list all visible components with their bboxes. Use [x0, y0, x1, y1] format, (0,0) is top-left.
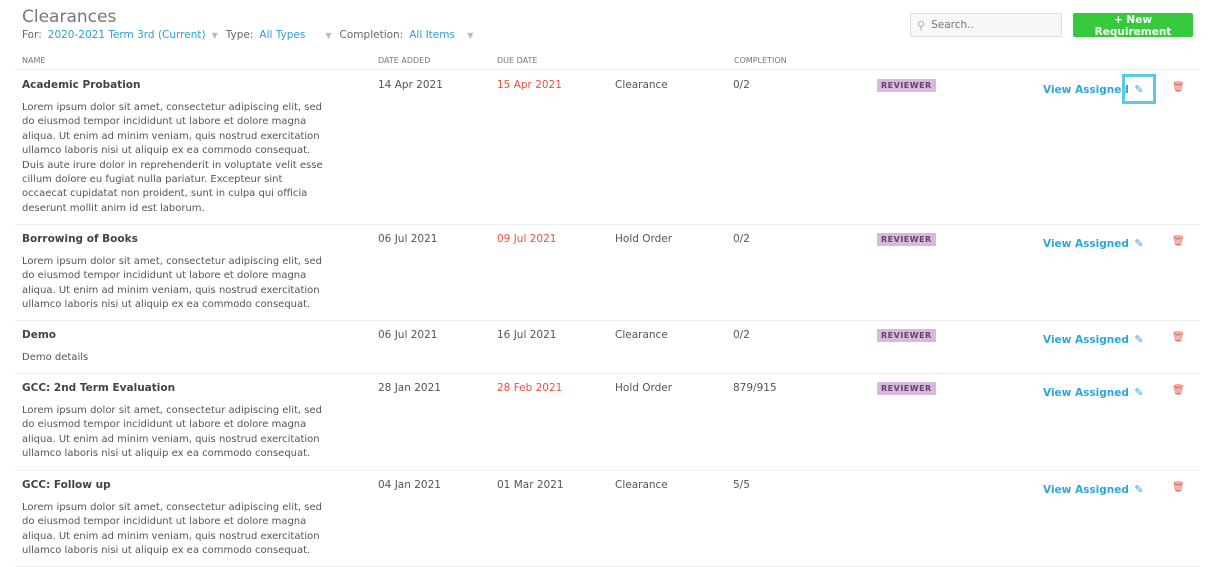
requirement-type: Hold Order	[615, 382, 673, 394]
type-filter[interactable]: All Types	[259, 29, 306, 41]
col-completion: COMPLETION	[734, 56, 787, 65]
view-assigned-link[interactable]: View Assigned	[1043, 84, 1129, 96]
header-divider	[15, 69, 1200, 70]
new-requirement-button[interactable]: + New Requirement	[1073, 13, 1193, 38]
edit-pencil-icon[interactable]: ✎	[1134, 332, 1144, 346]
due-date: 16 Jul 2021	[497, 329, 557, 341]
requirement-type: Clearance	[615, 329, 668, 341]
requirement-type: Hold Order	[615, 233, 673, 245]
requirement-name: Demo	[22, 329, 56, 341]
col-name: NAME	[22, 56, 46, 65]
date-added: 28 Jan 2021	[378, 382, 441, 394]
completion-filter[interactable]: All Items	[409, 29, 455, 41]
delete-trash-icon[interactable]: 🗑	[1172, 482, 1185, 493]
filters-bar: For: 2020-2021 Term 3rd (Current) ▼ Type:…	[22, 29, 481, 41]
search-box[interactable]: ⚲	[910, 13, 1062, 37]
completion-count: 5/5	[733, 479, 750, 491]
view-assigned-link[interactable]: View Assigned	[1043, 387, 1129, 399]
completion-count: 0/2	[733, 233, 750, 245]
completion-label: Completion:	[339, 29, 404, 41]
requirement-name: Academic Probation	[22, 79, 141, 91]
completion-count: 879/915	[733, 382, 777, 394]
completion-count: 0/2	[733, 79, 750, 91]
delete-trash-icon[interactable]: 🗑	[1172, 332, 1185, 343]
page-title: Clearances	[22, 7, 117, 27]
delete-trash-icon[interactable]: 🗑	[1172, 385, 1185, 396]
caret-down-icon[interactable]: ▼	[211, 30, 218, 40]
date-added: 06 Jul 2021	[378, 329, 438, 341]
delete-trash-icon[interactable]: 🗑	[1172, 82, 1185, 93]
date-added: 14 Apr 2021	[378, 79, 443, 91]
requirement-description: Lorem ipsum dolor sit amet, consectetur …	[22, 102, 323, 214]
caret-down-icon[interactable]: ▼	[467, 30, 474, 40]
delete-trash-icon[interactable]: 🗑	[1172, 236, 1185, 247]
type-label: Type:	[225, 29, 254, 41]
role-badge: REVIEWER	[877, 329, 936, 342]
due-date: 09 Jul 2021	[497, 233, 557, 245]
edit-pencil-icon[interactable]: ✎	[1134, 236, 1144, 250]
role-badge: REVIEWER	[877, 382, 936, 395]
col-due-date: DUE DATE	[497, 56, 538, 65]
caret-down-icon[interactable]: ▼	[325, 30, 332, 40]
requirement-name: Borrowing of Books	[22, 233, 138, 245]
edit-pencil-icon[interactable]: ✎	[1122, 74, 1156, 104]
col-date-added: DATE ADDED	[378, 56, 431, 65]
completion-count: 0/2	[733, 329, 750, 341]
requirement-type: Clearance	[615, 79, 668, 91]
due-date: 15 Apr 2021	[497, 79, 562, 91]
requirement-description: Lorem ipsum dolor sit amet, consectetur …	[22, 405, 322, 460]
edit-pencil-icon[interactable]: ✎	[1134, 482, 1144, 496]
table-row: Academic Probation Lorem ipsum dolor sit…	[15, 70, 1200, 225]
requirement-description: Lorem ipsum dolor sit amet, consectetur …	[22, 256, 322, 311]
date-added: 06 Jul 2021	[378, 233, 438, 245]
due-date: 01 Mar 2021	[497, 479, 564, 491]
table-row: Borrowing of Books Lorem ipsum dolor sit…	[15, 224, 1200, 321]
view-assigned-link[interactable]: View Assigned	[1043, 238, 1129, 250]
table-row: GCC: Follow up Lorem ipsum dolor sit ame…	[15, 470, 1200, 567]
view-assigned-link[interactable]: View Assigned	[1043, 334, 1129, 346]
requirement-description: Lorem ipsum dolor sit amet, consectetur …	[22, 502, 322, 557]
role-badge: REVIEWER	[877, 79, 936, 92]
due-date: 28 Feb 2021	[497, 382, 563, 394]
for-label: For:	[22, 29, 42, 41]
requirement-name: GCC: Follow up	[22, 479, 111, 491]
table-row: Demo Demo details 06 Jul 2021 16 Jul 202…	[15, 320, 1200, 374]
date-added: 04 Jan 2021	[378, 479, 441, 491]
term-filter[interactable]: 2020-2021 Term 3rd (Current)	[47, 29, 206, 41]
requirement-type: Clearance	[615, 479, 668, 491]
search-input[interactable]	[929, 18, 1054, 32]
edit-pencil-icon[interactable]: ✎	[1134, 385, 1144, 399]
table-row: GCC: 2nd Term Evaluation Lorem ipsum dol…	[15, 373, 1200, 471]
role-badge: REVIEWER	[877, 233, 936, 246]
view-assigned-link[interactable]: View Assigned	[1043, 484, 1129, 496]
requirement-description: Demo details	[22, 352, 89, 363]
search-icon: ⚲	[917, 18, 926, 32]
requirement-name: GCC: 2nd Term Evaluation	[22, 382, 176, 394]
